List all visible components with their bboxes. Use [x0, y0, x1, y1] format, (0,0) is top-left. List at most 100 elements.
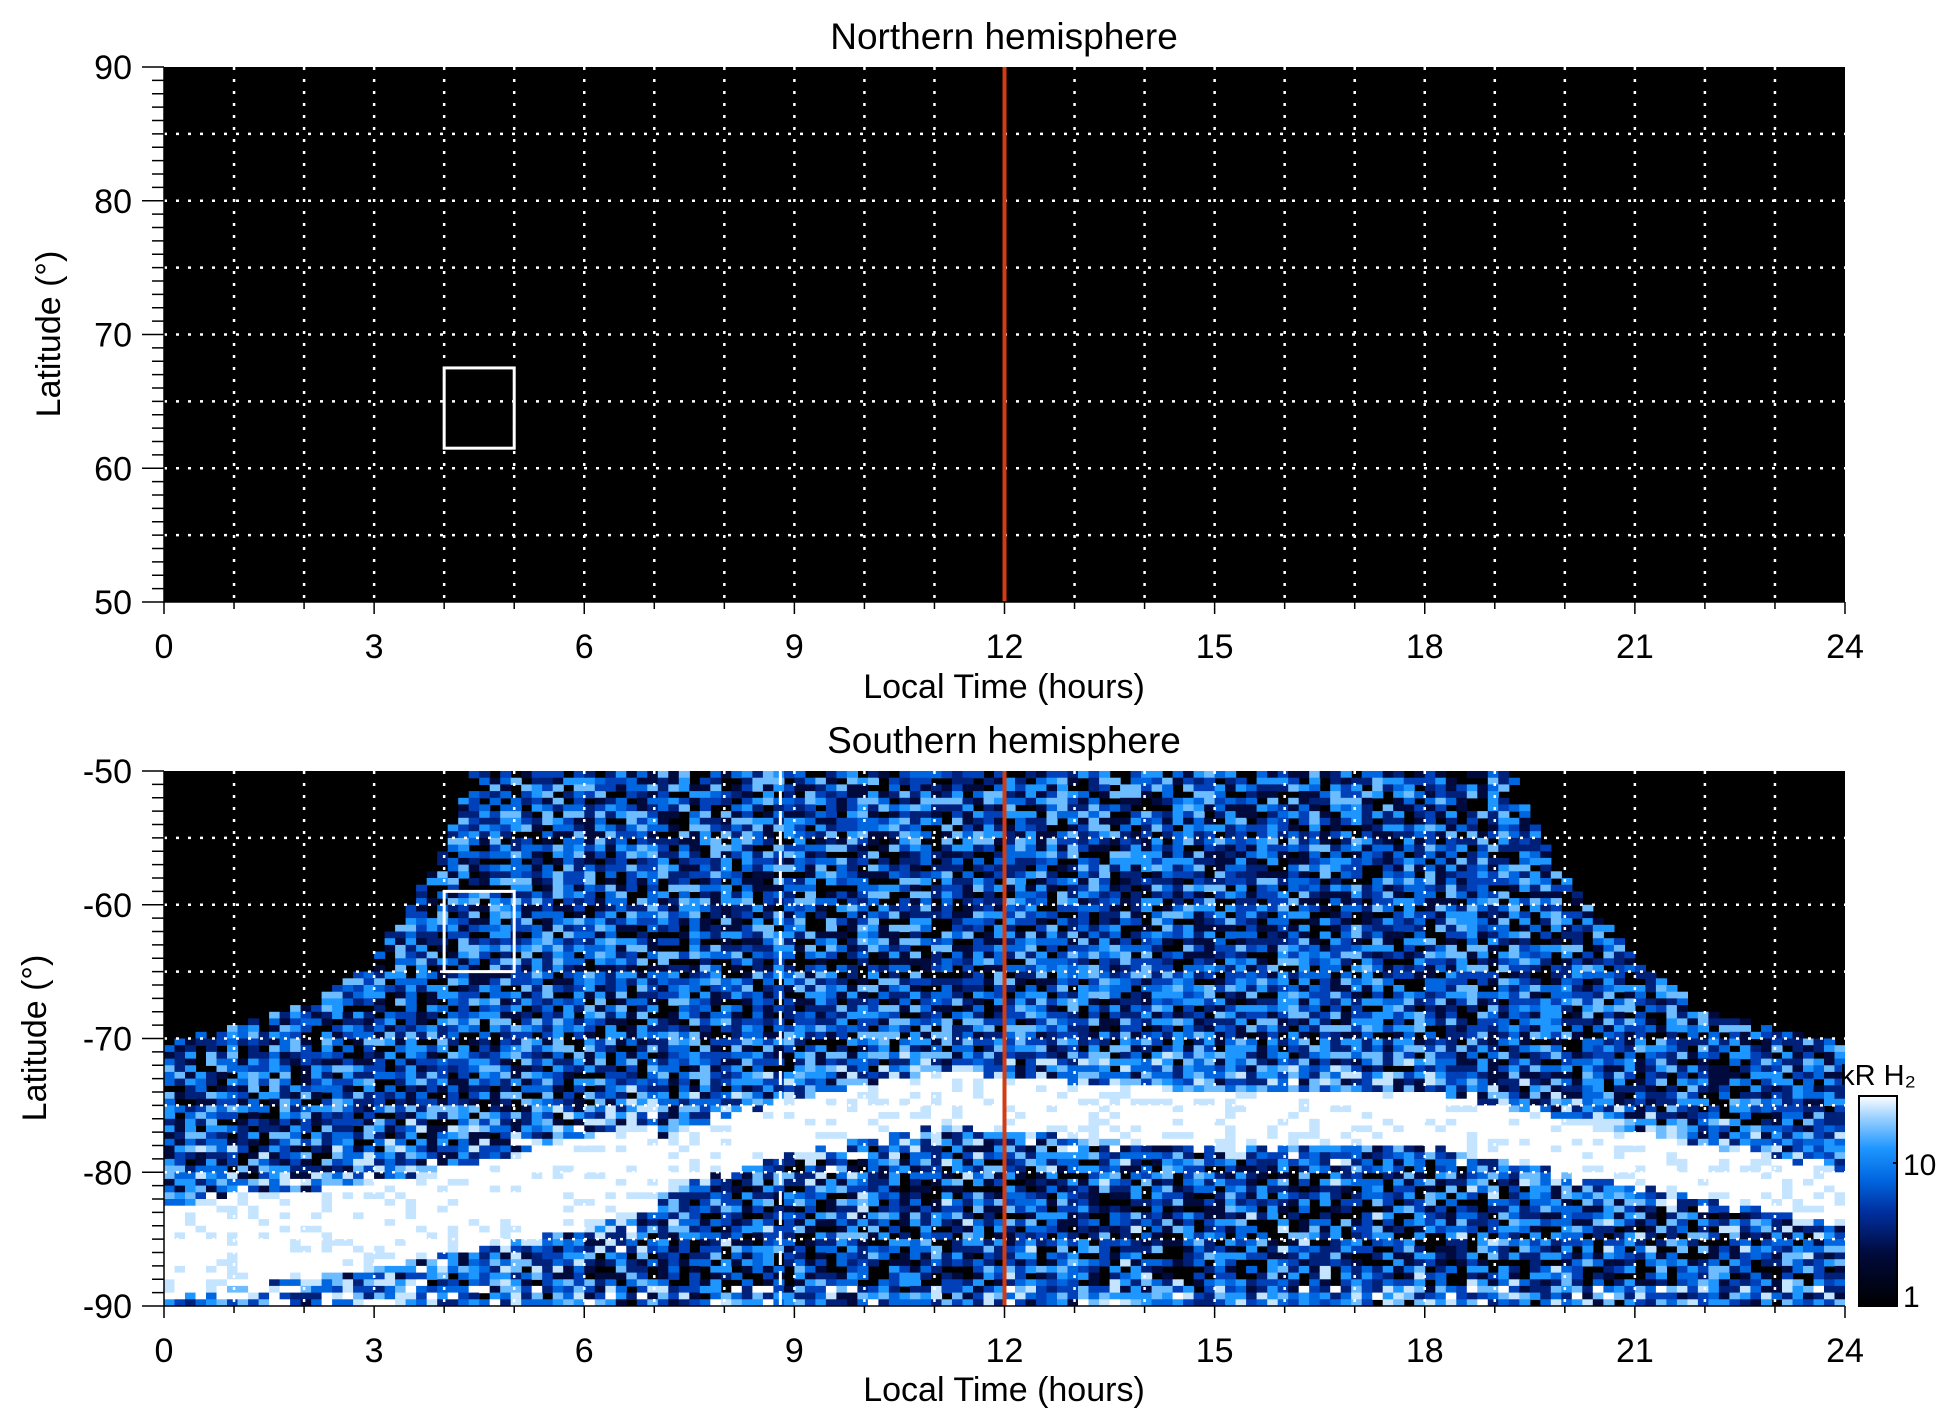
heatmap-cell — [847, 858, 858, 865]
heatmap-cell — [479, 1012, 490, 1019]
heatmap-cell — [752, 1199, 763, 1206]
heatmap-cell — [605, 1065, 616, 1072]
heatmap-cell — [857, 811, 868, 818]
heatmap-cell — [878, 1212, 889, 1219]
heatmap-cell — [500, 1052, 511, 1059]
heatmap-cell — [805, 978, 816, 985]
heatmap-cell — [406, 1253, 417, 1260]
heatmap-cell — [668, 1199, 679, 1206]
heatmap-cell — [910, 1246, 921, 1253]
heatmap-cell — [836, 878, 847, 885]
heatmap-cell — [626, 1012, 637, 1019]
heatmap-cell — [984, 1192, 995, 1199]
heatmap-cell — [542, 1232, 553, 1239]
heatmap-cell — [175, 1092, 186, 1099]
heatmap-cell — [647, 998, 658, 1005]
heatmap-cell — [532, 938, 543, 945]
heatmap-cell — [942, 798, 953, 805]
heatmap-cell — [280, 1192, 291, 1199]
heatmap-cell — [416, 952, 427, 959]
heatmap-cell — [280, 1152, 291, 1159]
heatmap-cell — [721, 1018, 732, 1025]
heatmap-cell — [511, 1112, 522, 1119]
heatmap-cell — [437, 858, 448, 865]
heatmap-cell — [899, 1279, 910, 1286]
heatmap-cell — [248, 1206, 259, 1213]
heatmap-cell — [374, 965, 385, 972]
heatmap-cell — [931, 1199, 942, 1206]
heatmap-cell — [920, 1012, 931, 1019]
heatmap-cell — [458, 1079, 469, 1086]
heatmap-cell — [458, 992, 469, 999]
heatmap-cell — [647, 1059, 658, 1066]
heatmap-cell — [164, 1139, 175, 1146]
heatmap-cell — [637, 784, 648, 791]
heatmap-cell — [553, 1018, 564, 1025]
heatmap-cell — [700, 1179, 711, 1186]
heatmap-cell — [805, 791, 816, 798]
heatmap-cell — [185, 1199, 196, 1206]
heatmap-cell — [563, 998, 574, 1005]
heatmap-cell — [963, 1059, 974, 1066]
heatmap-cell — [963, 932, 974, 939]
heatmap-cell — [963, 1146, 974, 1153]
heatmap-cell — [878, 1179, 889, 1186]
heatmap-cell — [878, 978, 889, 985]
heatmap-cell — [269, 1018, 280, 1025]
heatmap-cell — [899, 978, 910, 985]
heatmap-cell — [406, 952, 417, 959]
heatmap-cell — [500, 825, 511, 832]
heatmap-cell — [469, 865, 480, 872]
heatmap-cell — [374, 1293, 385, 1300]
heatmap-cell — [563, 1132, 574, 1139]
heatmap-cell — [721, 851, 732, 858]
heatmap-cell — [374, 1232, 385, 1239]
heatmap-cell — [563, 791, 574, 798]
heatmap-cell — [395, 1192, 406, 1199]
heatmap-cell — [626, 1099, 637, 1106]
heatmap-cell — [196, 1092, 207, 1099]
heatmap-cell — [742, 1166, 753, 1173]
heatmap-cell — [269, 1293, 280, 1300]
heatmap-cell — [710, 791, 721, 798]
heatmap-cell — [385, 1119, 396, 1126]
heatmap-cell — [658, 1132, 669, 1139]
heatmap-cell — [963, 1139, 974, 1146]
heatmap-cell — [710, 1125, 721, 1132]
heatmap-cell — [836, 865, 847, 872]
heatmap-cell — [721, 945, 732, 952]
heatmap-cell — [942, 865, 953, 872]
heatmap-cell — [931, 952, 942, 959]
heatmap-cell — [248, 1212, 259, 1219]
heatmap-cell — [857, 1159, 868, 1166]
heatmap-cell — [364, 1052, 375, 1059]
heatmap-cell — [721, 858, 732, 865]
heatmap-cell — [269, 1139, 280, 1146]
heatmap-cell — [731, 784, 742, 791]
heatmap-cell — [469, 1266, 480, 1273]
heatmap-cell — [815, 1005, 826, 1012]
heatmap-cell — [679, 918, 690, 925]
heatmap-cell — [763, 998, 774, 1005]
heatmap-cell — [521, 1259, 532, 1266]
heatmap-cell — [899, 1219, 910, 1226]
heatmap-cell — [878, 1253, 889, 1260]
heatmap-cell — [647, 918, 658, 925]
heatmap-cell — [878, 1065, 889, 1072]
heatmap-cell — [353, 1152, 364, 1159]
heatmap-cell — [847, 798, 858, 805]
heatmap-cell — [374, 1032, 385, 1039]
heatmap-cell — [427, 958, 438, 965]
heatmap-cell — [794, 1286, 805, 1293]
heatmap-cell — [942, 1105, 953, 1112]
heatmap-cell — [826, 838, 837, 845]
heatmap-cell — [710, 1159, 721, 1166]
heatmap-cell — [616, 918, 627, 925]
heatmap-cell — [668, 1132, 679, 1139]
heatmap-cell — [794, 1266, 805, 1273]
heatmap-cell — [458, 1239, 469, 1246]
heatmap-cell — [910, 1146, 921, 1153]
heatmap-cell — [595, 1246, 606, 1253]
heatmap-cell — [815, 1012, 826, 1019]
heatmap-cell — [826, 1092, 837, 1099]
